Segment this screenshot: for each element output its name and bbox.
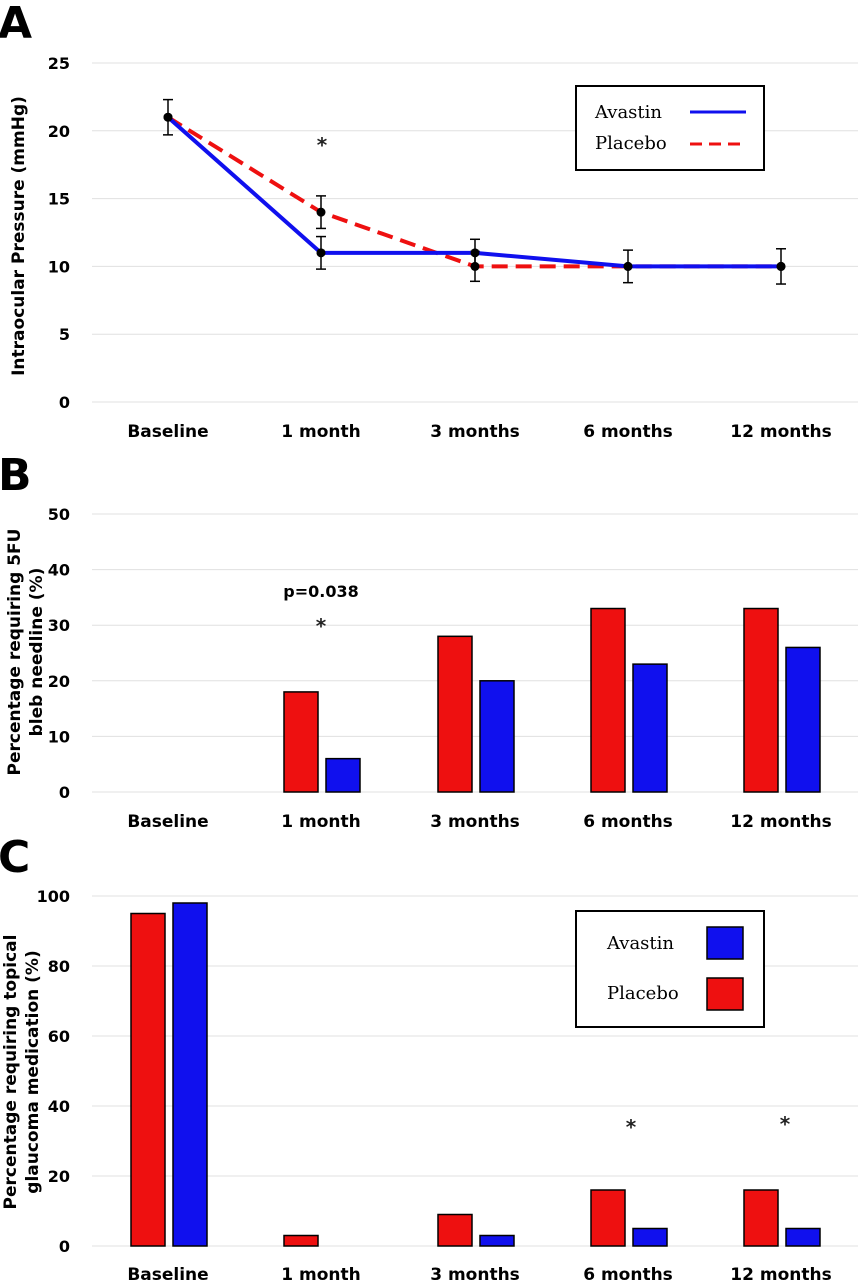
avastin-bar xyxy=(632,663,668,793)
placebo-bar xyxy=(130,912,166,1247)
placebo-bar xyxy=(437,1213,473,1247)
placebo-bar xyxy=(590,607,626,793)
x-tick-label: Baseline xyxy=(127,422,208,442)
placebo-bar xyxy=(283,691,319,793)
placebo-bar xyxy=(590,1189,626,1247)
avastin-bar xyxy=(785,646,821,793)
y-tick-label: 30 xyxy=(48,616,70,635)
panel-b-letter: B xyxy=(0,450,32,501)
data-point xyxy=(776,261,786,271)
y-tick-label: 25 xyxy=(48,54,70,73)
panel-c-letter: C xyxy=(0,832,30,883)
panel-c-legend-placebo-swatch xyxy=(706,977,744,1011)
data-point xyxy=(316,207,326,217)
x-tick-label: Baseline xyxy=(127,812,208,832)
panel-a-letter: A xyxy=(0,0,32,49)
data-point xyxy=(470,261,480,271)
x-tick-label: 12 months xyxy=(730,422,831,442)
x-tick-label: 1 month xyxy=(281,812,360,832)
panel-a-line-chart: A 0 5 10 15 20 25 Baseline 1 month 3 months 6 mo… xyxy=(0,0,858,442)
y-tick-label: 15 xyxy=(48,190,70,209)
x-tick-label: 6 months xyxy=(583,1265,673,1280)
placebo-bar xyxy=(743,607,779,793)
data-point xyxy=(316,248,326,258)
y-tick-label: 0 xyxy=(59,1237,70,1256)
y-tick-label: 10 xyxy=(48,727,70,746)
avastin-bar xyxy=(172,902,208,1247)
panel-b-significance-star: * xyxy=(316,614,327,638)
avastin-bar xyxy=(479,680,515,793)
panel-c-legend-avastin-label: Avastin xyxy=(606,933,674,954)
x-tick-label: 3 months xyxy=(430,1265,520,1280)
x-tick-label: 3 months xyxy=(430,422,520,442)
y-tick-label: 50 xyxy=(48,505,70,524)
data-point xyxy=(163,112,173,122)
data-point xyxy=(623,261,633,271)
y-tick-label: 40 xyxy=(48,1097,70,1116)
placebo-bar xyxy=(743,1189,779,1247)
y-tick-label: 20 xyxy=(48,1167,70,1186)
y-tick-label: 20 xyxy=(48,672,70,691)
y-tick-label: 5 xyxy=(59,325,70,344)
y-tick-label: 10 xyxy=(48,257,70,276)
x-tick-label: 6 months xyxy=(583,812,673,832)
x-tick-label: Baseline xyxy=(127,1265,208,1280)
panel-c-legend: Avastin Placebo xyxy=(575,910,765,1028)
panel-b-bar-chart: B 0 10 20 30 40 50 Baseline 1 month 3 months 6 m… xyxy=(0,450,858,832)
x-tick-label: 6 months xyxy=(583,422,673,442)
y-tick-label: 0 xyxy=(59,393,70,412)
x-tick-label: 1 month xyxy=(281,422,360,442)
avastin-bar xyxy=(479,1234,515,1247)
panel-b-y-axis-label-line-2: bleb needline (%) xyxy=(27,568,47,737)
panel-a-legend: Avastin Placebo xyxy=(575,85,765,171)
avastin-bar xyxy=(632,1227,668,1247)
y-tick-label: 0 xyxy=(59,783,70,802)
panel-c-y-axis-label-line-1: Percentage requiring topical xyxy=(1,935,21,1210)
x-tick-label: 12 months xyxy=(730,1265,831,1280)
y-tick-label: 80 xyxy=(48,957,70,976)
panel-c-bar-chart: C 0 20 40 60 80 100 Baseline 1 month 3 months 6 … xyxy=(0,832,858,1280)
data-point xyxy=(470,248,480,258)
y-tick-label: 60 xyxy=(48,1027,70,1046)
y-tick-label: 100 xyxy=(37,887,70,906)
placebo-bar xyxy=(437,635,473,793)
panel-a-legend-placebo-label: Placebo xyxy=(595,133,667,154)
panel-a-legend-box xyxy=(575,85,765,171)
panel-a-y-axis-label: Intraocular Pressure (mmHg) xyxy=(9,96,29,376)
panel-c-legend-placebo-label: Placebo xyxy=(607,983,679,1004)
placebo-bar xyxy=(283,1234,319,1247)
avastin-bar xyxy=(785,1227,821,1247)
avastin-bar xyxy=(325,757,361,793)
panel-a-significance-star: * xyxy=(317,133,328,157)
panel-c-significance-star-12m: * xyxy=(780,1112,791,1136)
panel-c-legend-avastin-swatch xyxy=(706,926,744,960)
panel-c-significance-star-6m: * xyxy=(626,1115,637,1139)
panel-b-p-value-annotation: p=0.038 xyxy=(283,582,358,601)
y-tick-label: 40 xyxy=(48,561,70,580)
y-tick-label: 20 xyxy=(48,122,70,141)
panel-b-y-axis-label-line-1: Percentage requiring 5FU xyxy=(5,529,25,776)
panel-a-legend-avastin-label: Avastin xyxy=(594,102,662,123)
x-tick-label: 3 months xyxy=(430,812,520,832)
x-tick-label: 12 months xyxy=(730,812,831,832)
x-tick-label: 1 month xyxy=(281,1265,360,1280)
panel-c-y-axis-label-line-2: glaucoma medication (%) xyxy=(23,950,43,1193)
